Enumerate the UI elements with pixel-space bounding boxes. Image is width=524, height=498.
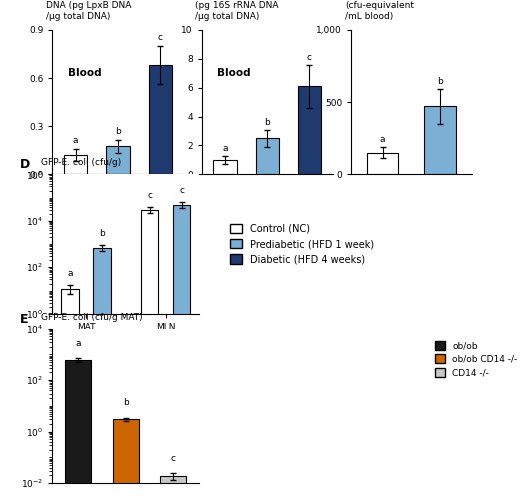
Text: GFP-E. coli (cfu/g MAT): GFP-E. coli (cfu/g MAT) (41, 313, 143, 322)
Bar (148, 65, 172, 174)
Text: b: b (437, 77, 443, 86)
Text: a: a (67, 269, 73, 278)
Bar (160, 477, 186, 498)
Bar (61, 289, 79, 498)
Legend: ob/ob, ob/ob CD14 -/-, CD14 -/-: ob/ob, ob/ob CD14 -/-, CD14 -/- (435, 341, 517, 377)
Bar (93, 248, 111, 498)
Bar (256, 138, 279, 174)
Text: B: B (182, 0, 192, 2)
Text: D: D (20, 157, 30, 171)
Text: a: a (75, 339, 81, 348)
Bar (213, 160, 237, 174)
Text: Blood: Blood (68, 68, 102, 78)
Text: GFP-E. coli
(cfu-equivalent
/mL blood): GFP-E. coli (cfu-equivalent /mL blood) (345, 0, 414, 20)
Text: c: c (158, 33, 162, 42)
Text: c: c (147, 191, 152, 200)
Text: c: c (307, 53, 312, 62)
Text: Gram⁻ bacteria
DNA (pg LpxB DNA
/µg total DNA): Gram⁻ bacteria DNA (pg LpxB DNA /µg tota… (46, 0, 131, 20)
Text: A: A (33, 0, 42, 2)
Bar (298, 86, 321, 174)
Text: Blood: Blood (217, 68, 251, 78)
Bar (141, 210, 158, 498)
Bar (106, 146, 129, 174)
Text: GFP-E. coli (cfu/g): GFP-E. coli (cfu/g) (41, 157, 121, 166)
Text: b: b (99, 229, 105, 238)
Bar (173, 205, 190, 498)
Text: c: c (179, 186, 184, 195)
Text: c: c (171, 454, 176, 463)
Bar (113, 419, 139, 498)
Bar (424, 107, 456, 174)
Bar (64, 155, 88, 174)
Text: b: b (115, 127, 121, 136)
Text: E. coli DNA
(pg 16S rRNA DNA
/µg total DNA): E. coli DNA (pg 16S rRNA DNA /µg total D… (195, 0, 279, 20)
Text: C: C (330, 0, 339, 2)
Text: a: a (73, 135, 79, 144)
Text: b: b (123, 398, 128, 407)
Text: a: a (380, 135, 385, 144)
Legend: Control (NC), Prediabetic (HFD 1 week), Diabetic (HFD 4 weeks): Control (NC), Prediabetic (HFD 1 week), … (230, 224, 374, 264)
Text: E: E (20, 313, 29, 326)
Bar (367, 153, 398, 174)
Text: a: a (222, 144, 228, 153)
Bar (66, 360, 92, 498)
Text: b: b (265, 119, 270, 127)
